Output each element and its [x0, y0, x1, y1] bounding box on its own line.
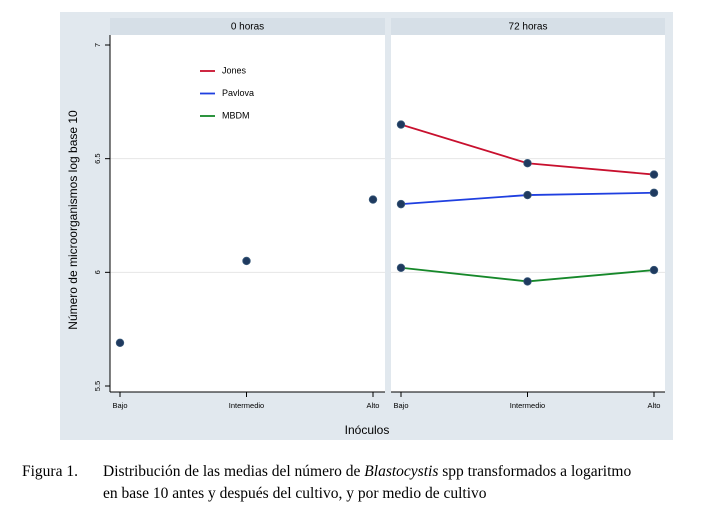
point	[396, 199, 406, 209]
caption-line: en base 10 antes y después del cultivo, …	[103, 485, 487, 502]
caption-text: Distribución de las medias del número de	[103, 463, 361, 480]
legend-label: Pavlova	[222, 88, 254, 98]
point	[368, 195, 378, 204]
y-tick-label: 6	[93, 270, 102, 274]
x-tick-label: Bajo	[393, 401, 408, 410]
y-axis-title: Número de microorganismos log base 10	[66, 110, 80, 330]
point	[115, 338, 125, 348]
x-tick-label: Intermedio	[510, 401, 545, 410]
point	[396, 120, 406, 129]
panel-title: 0 horas	[231, 22, 264, 33]
panel-header	[391, 18, 665, 35]
point	[396, 263, 406, 272]
legend-label: Jones	[222, 65, 247, 75]
x-tick-label: Alto	[648, 401, 661, 410]
caption-italic: Blastocystis	[364, 463, 439, 480]
point	[649, 265, 659, 275]
y-tick-label: 7	[93, 43, 102, 47]
plot-area	[391, 35, 665, 392]
legend-label: MBDM	[222, 110, 250, 120]
y-tick-label: 6.5	[93, 153, 102, 163]
panel-title: 72 horas	[509, 22, 548, 33]
point	[649, 170, 659, 179]
x-axis-title: Inóculos	[345, 423, 390, 437]
panel-header	[110, 18, 385, 35]
point	[523, 277, 532, 286]
y-tick-label: 5.5	[93, 381, 102, 391]
x-tick-label: Bajo	[112, 401, 127, 410]
x-tick-label: Alto	[367, 401, 380, 410]
caption-line: Distribución de las medias del número de…	[103, 463, 631, 481]
point	[649, 188, 659, 197]
caption-label: Figura 1.	[22, 463, 78, 480]
figure: 0 horas Bajo Intermedio Alto 72 horas Bajo Int…	[60, 12, 673, 440]
point	[523, 190, 532, 200]
point	[242, 256, 251, 266]
x-tick-label: Intermedio	[229, 401, 264, 410]
point	[523, 159, 532, 168]
caption-text: spp transformados a logaritmo	[442, 463, 632, 480]
plot-area	[110, 35, 385, 392]
